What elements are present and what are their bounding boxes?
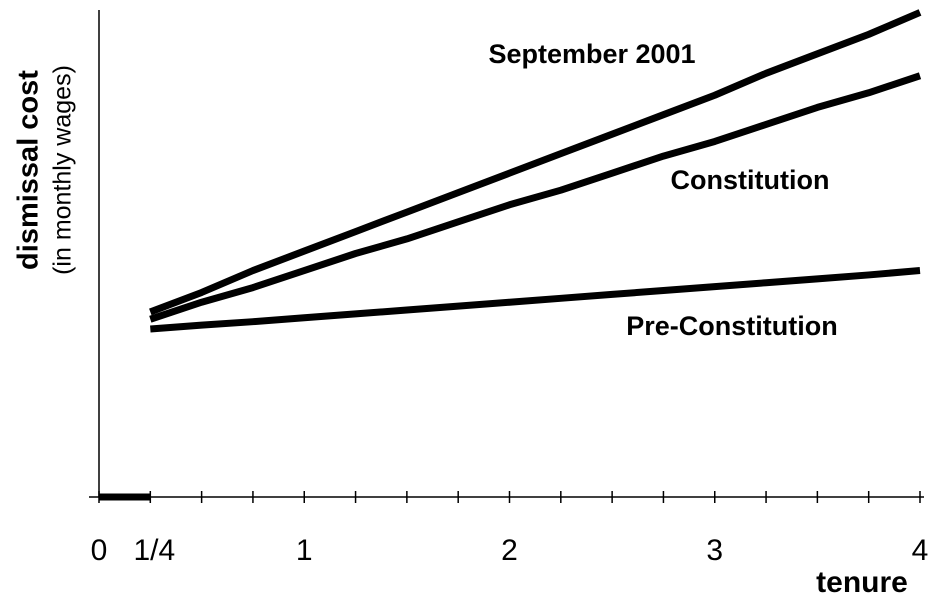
series-line bbox=[149, 72, 922, 323]
y-axis-label-group: dismissal cost (in monthly wages) bbox=[13, 65, 77, 275]
x-tick-label: 2 bbox=[501, 534, 518, 567]
series-line bbox=[149, 9, 922, 316]
x-tick-label: 4 bbox=[912, 534, 929, 567]
x-axis-label: tenure bbox=[816, 566, 908, 599]
series-line bbox=[150, 267, 921, 333]
x-tick-label: 0 bbox=[91, 534, 108, 567]
series-label: Constitution bbox=[671, 165, 830, 195]
x-tick-label: 1/4 bbox=[133, 534, 175, 567]
series-label: Pre-Constitution bbox=[626, 311, 837, 341]
series-label: September 2001 bbox=[488, 39, 695, 69]
y-axis-sublabel: (in monthly wages) bbox=[49, 65, 77, 275]
x-tick-label: 1 bbox=[296, 534, 313, 567]
y-axis-label: dismissal cost bbox=[13, 70, 45, 270]
x-tick-label: 3 bbox=[706, 534, 723, 567]
